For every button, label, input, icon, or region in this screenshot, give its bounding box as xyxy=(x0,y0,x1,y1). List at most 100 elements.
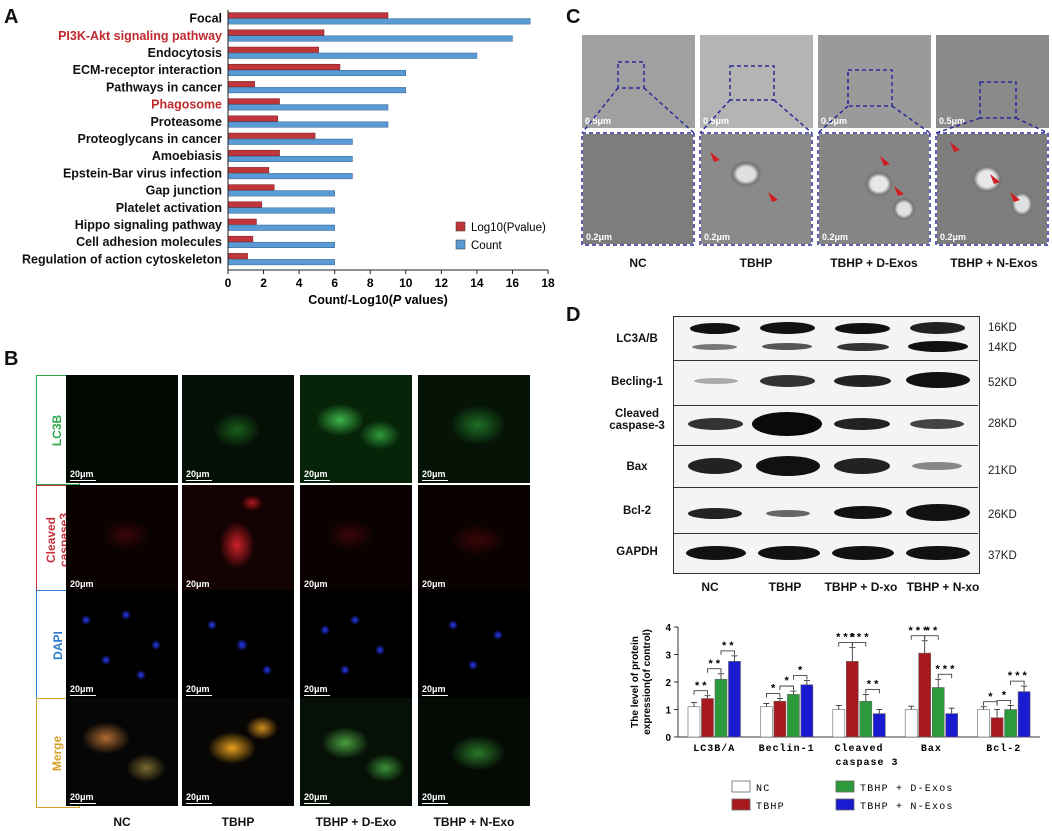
bar-count xyxy=(227,207,335,214)
bar-log10-pvalue xyxy=(227,132,316,139)
bar-log10-pvalue xyxy=(227,149,280,156)
significance-label: * xyxy=(785,675,790,687)
micrograph-dapi-d-exo: 20μm xyxy=(300,590,412,698)
blot-label-bax: Bax xyxy=(626,461,648,473)
category-label: ECM-receptor interaction xyxy=(73,63,222,77)
arrow-marker-icon xyxy=(1010,192,1020,202)
category-label: PI3K-Akt signaling pathway xyxy=(58,29,222,43)
pathway-bar-chart: Focal PI3K-Akt signaling pathway Endocytos… xyxy=(22,10,555,307)
blot-label-lc3ab: LC3A/B xyxy=(616,333,658,345)
col-label-nc: NC xyxy=(113,815,131,829)
bar-log10-pvalue xyxy=(227,184,275,191)
tem-bottom-nc: 0.2μm xyxy=(583,134,693,244)
bar-tbhp-n-exos xyxy=(728,661,741,738)
y-tick-label: 4 xyxy=(665,623,671,634)
bar-log10-pvalue xyxy=(227,201,263,208)
micrograph-merge-tbhp: 20μm xyxy=(182,698,294,806)
significance-label: * * * xyxy=(1008,670,1028,682)
category-label: Bax xyxy=(921,744,942,755)
band xyxy=(834,458,890,474)
tem-label-nc: NC xyxy=(629,256,647,270)
bar-log10-pvalue xyxy=(227,29,325,36)
col-label-d-exo: TBHP + D-Exo xyxy=(315,815,397,829)
arrow-marker-icon xyxy=(880,156,890,166)
significance-bracket xyxy=(779,685,794,691)
band xyxy=(835,323,890,334)
category-label: Platelet activation xyxy=(116,201,222,215)
y-axis-label: The level of proteinexpression(of contro… xyxy=(630,629,653,735)
significance-label: * * xyxy=(695,680,707,692)
band xyxy=(912,462,962,470)
kd-21: 21KD xyxy=(988,465,1017,477)
legend-label: TBHP xyxy=(756,802,785,813)
x-tick-label: 18 xyxy=(541,276,555,290)
x-tick-label: 4 xyxy=(296,276,303,290)
bar-count xyxy=(227,69,407,76)
bar-count xyxy=(227,224,335,231)
bar-count xyxy=(227,121,389,128)
bar-count xyxy=(227,138,353,145)
category-label: Cleaved xyxy=(834,743,883,755)
col-label-n-exo: TBHP + N-Exo xyxy=(433,815,515,829)
legend-label: Count xyxy=(471,240,502,252)
y-tick-label: 0 xyxy=(665,733,671,744)
arrow-marker-icon xyxy=(768,192,778,202)
legend-label: TBHP + N-Exos xyxy=(860,802,954,813)
micrograph-dapi-n-exo: 20μm xyxy=(418,590,530,698)
bar-nc xyxy=(687,706,701,738)
bar-count xyxy=(227,155,353,162)
panel-letter-c: C xyxy=(566,6,581,28)
blot-col-n: TBHP + N-xo xyxy=(906,580,980,594)
arrow-marker-icon xyxy=(950,142,960,152)
legend-swatch xyxy=(835,780,855,793)
bar-tbhp xyxy=(990,717,1004,738)
bar-tbhp xyxy=(701,698,714,738)
y-tick-label: 2 xyxy=(665,678,671,689)
arrow-marker-icon xyxy=(990,174,1000,184)
band xyxy=(834,506,892,519)
micrograph-merge-n-exo: 20μm xyxy=(418,698,530,806)
category-label: Focal xyxy=(189,12,222,26)
arrow-marker-icon xyxy=(710,152,720,162)
tem-bottom-n-exos: 0.2μm xyxy=(937,134,1047,244)
band xyxy=(692,344,737,350)
category-label: Proteasome xyxy=(150,115,222,129)
category-label: Cell adhesion molecules xyxy=(76,235,222,249)
y-tick-label: 3 xyxy=(665,651,671,662)
micrograph-lc3b-nc: 20μm xyxy=(66,375,178,483)
category-label: Hippo signaling pathway xyxy=(75,218,222,232)
tem-top-d-exos: 0.5μm xyxy=(818,35,931,128)
bar-count xyxy=(227,35,513,42)
significance-bracket xyxy=(1010,680,1025,686)
bar-log10-pvalue xyxy=(227,218,257,225)
significance-label: * xyxy=(1002,689,1007,701)
band xyxy=(690,323,740,334)
significance-bracket xyxy=(693,690,708,695)
micrograph-caspase-n-exo: 20μm xyxy=(418,485,530,593)
band xyxy=(766,510,810,517)
significance-bracket xyxy=(793,675,808,680)
category-label: Phagosome xyxy=(151,98,222,112)
bar-tbhp-n-exos xyxy=(945,713,959,738)
significance-bracket xyxy=(766,693,781,698)
bar-log10-pvalue xyxy=(227,115,279,122)
band xyxy=(906,546,970,560)
band xyxy=(762,343,812,350)
kd-52: 52KD xyxy=(988,377,1017,389)
micrograph-dapi-tbhp: 20μm xyxy=(182,590,294,698)
arrow-marker-icon xyxy=(894,186,904,196)
panel-letter-d: D xyxy=(566,304,581,326)
blot-label-cleaved-caspase: Cleaved caspase-3 xyxy=(609,408,665,432)
legend-label: Log10(Pvalue) xyxy=(471,222,546,234)
bar-log10-pvalue xyxy=(227,46,319,53)
tem-label-tbhp: TBHP xyxy=(739,256,773,270)
significance-label: * xyxy=(988,691,993,703)
bar-count xyxy=(227,52,478,59)
band xyxy=(834,418,890,430)
significance-bracket xyxy=(996,699,1011,705)
bar-count xyxy=(227,18,531,25)
bar-log10-pvalue xyxy=(227,63,341,70)
band xyxy=(760,375,815,387)
bar-tbhp-d-exos xyxy=(859,700,873,738)
x-tick-label: 0 xyxy=(225,276,232,290)
